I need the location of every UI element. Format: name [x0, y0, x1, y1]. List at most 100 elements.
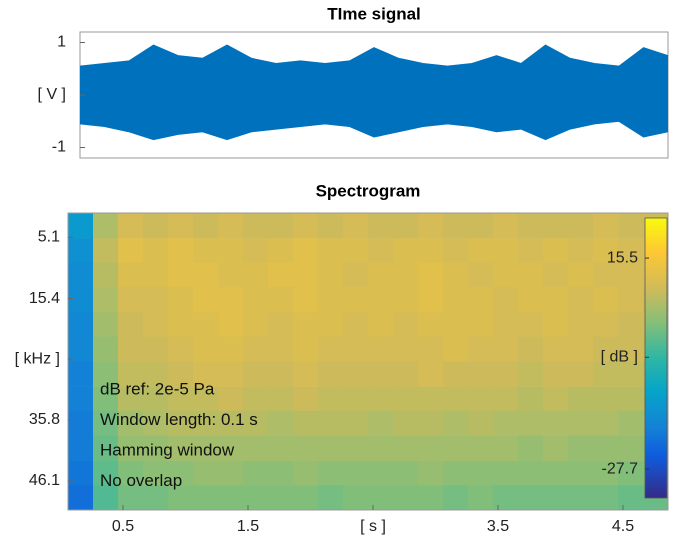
spectrogram-cell	[543, 262, 569, 288]
spectrogram-cell	[393, 312, 419, 338]
y-tick-label: [ kHz ]	[15, 350, 60, 367]
spectrogram-cell	[318, 361, 344, 387]
spectrogram-cell	[443, 410, 469, 437]
spectrogram-cell	[218, 238, 244, 264]
spectrogram-cell	[93, 361, 119, 387]
spectrogram-cell	[93, 410, 119, 437]
spectrogram-cell	[168, 213, 194, 239]
spectrogram-cell	[143, 410, 169, 437]
spectrogram-cell	[568, 435, 594, 462]
spectrogram-cell	[68, 213, 94, 239]
spectrogram-cell	[418, 238, 444, 264]
spectrogram-cell	[143, 460, 169, 486]
spectrogram-cell	[393, 336, 419, 362]
spectrogram-cell	[168, 460, 194, 486]
spectrogram-cell	[193, 238, 219, 264]
spectrogram-cell	[218, 386, 244, 412]
spectrogram-cell	[418, 435, 444, 462]
spectrogram-cell	[293, 361, 319, 387]
spectrogram-cell	[193, 435, 219, 462]
spectrogram-cell	[68, 435, 94, 462]
colorbar	[644, 217, 668, 499]
spectrogram-cell	[318, 213, 344, 239]
spectrogram-cell	[418, 336, 444, 362]
spectrogram-cell	[318, 386, 344, 412]
spectrogram-cell	[568, 213, 594, 239]
spectrogram-cell	[393, 386, 419, 412]
spectrogram-cell	[68, 238, 94, 264]
spectrogram-cell	[343, 312, 369, 338]
spectrogram-cell	[518, 386, 544, 412]
spectrogram-cell	[518, 312, 544, 338]
spectrogram-cell	[493, 262, 519, 288]
spectrogram-cell	[143, 262, 169, 288]
spectrogram-cell	[193, 213, 219, 239]
spectrogram-cell	[493, 386, 519, 412]
spectrogram-cell	[568, 410, 594, 437]
spectrogram-cell	[368, 386, 394, 412]
spectrogram-cell	[618, 312, 644, 338]
spectrogram-cell	[543, 485, 569, 510]
spectrogram-cell	[93, 213, 119, 239]
spectrogram-cell	[568, 287, 594, 313]
spectrogram-cell	[518, 485, 544, 510]
spectrogram-cell	[143, 312, 169, 338]
spectrogram-cell	[68, 312, 94, 338]
spectrogram-cell	[618, 460, 644, 486]
spectrogram-cell	[393, 485, 419, 510]
spectrogram-cell	[593, 386, 619, 412]
spectrogram-cell	[493, 336, 519, 362]
spectrogram-cell	[243, 361, 269, 387]
x-tick-label: 3.5	[487, 518, 509, 535]
spectrogram-cell	[618, 435, 644, 462]
spectrogram-cell	[518, 238, 544, 264]
spectrogram-cell	[343, 287, 369, 313]
spectrogram-cell	[368, 435, 394, 462]
spectrogram-cell	[218, 336, 244, 362]
spectrogram-cell	[468, 287, 494, 313]
spectrogram-cell	[268, 262, 294, 288]
spectrogram-cell	[543, 312, 569, 338]
spectrogram-cell	[293, 410, 319, 437]
spectrogram-cell	[468, 410, 494, 437]
spectrogram-cell	[143, 435, 169, 462]
spectrogram-cell	[243, 312, 269, 338]
spectrogram-cell	[168, 287, 194, 313]
spectrogram-cell	[168, 386, 194, 412]
spectrogram-cell	[618, 336, 644, 362]
spectrogram-cell	[168, 238, 194, 264]
colorbar-tick-label: -27.7	[602, 460, 639, 477]
spectrogram-cell	[468, 213, 494, 239]
spectrogram-cell	[343, 262, 369, 288]
spectrogram-cell	[193, 460, 219, 486]
spectrogram-cell	[468, 312, 494, 338]
spectrogram-cell	[543, 410, 569, 437]
spectrogram-cell	[518, 213, 544, 239]
spectrogram-cell	[118, 410, 144, 437]
spectrogram-cell	[218, 410, 244, 437]
spectrogram-cell	[343, 336, 369, 362]
spectrogram-cell	[318, 410, 344, 437]
spectrogram-cell	[468, 238, 494, 264]
y-tick-label: [ V ]	[38, 86, 66, 103]
spectrogram-cell	[418, 287, 444, 313]
spectrogram-cell	[543, 238, 569, 264]
spectrogram-cell	[418, 410, 444, 437]
spectrogram-cell	[143, 386, 169, 412]
spectrogram-cell	[368, 485, 394, 510]
spectrogram-cell	[93, 238, 119, 264]
spectrogram-cell	[243, 386, 269, 412]
spectrogram-cell	[493, 361, 519, 387]
spectrogram-cell	[243, 336, 269, 362]
spectrogram-cell	[443, 238, 469, 264]
spectrogram-cell	[518, 435, 544, 462]
spectrogram-cell	[368, 287, 394, 313]
spectrogram-cell	[218, 460, 244, 486]
spectrogram-cell	[343, 361, 369, 387]
spectrogram-cell	[218, 312, 244, 338]
spectrogram-cell	[518, 336, 544, 362]
spectrogram-cell	[543, 435, 569, 462]
spectrogram-cell	[568, 336, 594, 362]
spectrogram-cell	[593, 312, 619, 338]
spectrogram-cell	[293, 485, 319, 510]
